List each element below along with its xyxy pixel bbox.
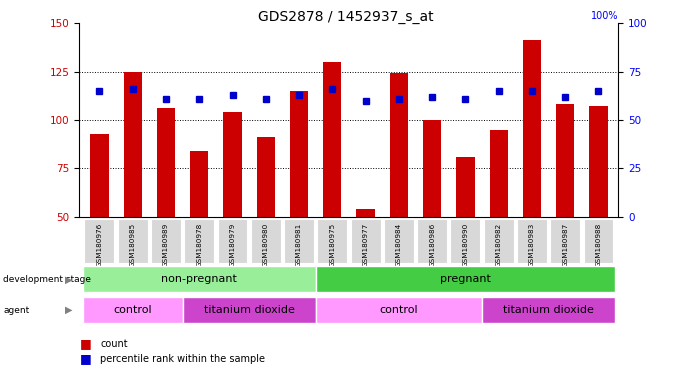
Text: 100%: 100% xyxy=(591,11,618,21)
Bar xyxy=(489,130,508,217)
Bar xyxy=(256,137,275,217)
Bar xyxy=(83,266,316,292)
Text: titanium dioxide: titanium dioxide xyxy=(204,305,294,314)
Bar xyxy=(284,219,314,263)
Text: titanium dioxide: titanium dioxide xyxy=(503,305,594,314)
Bar xyxy=(484,219,513,263)
Bar xyxy=(83,297,182,323)
Text: GSM180988: GSM180988 xyxy=(596,222,601,266)
Text: ▶: ▶ xyxy=(65,274,73,285)
Bar xyxy=(323,62,341,217)
Bar xyxy=(124,71,142,217)
Bar xyxy=(290,91,308,217)
Bar xyxy=(589,106,607,217)
Text: GSM180977: GSM180977 xyxy=(363,222,368,266)
Bar xyxy=(517,219,547,263)
Text: GSM180989: GSM180989 xyxy=(163,222,169,266)
Text: pregnant: pregnant xyxy=(440,274,491,284)
Text: GSM180976: GSM180976 xyxy=(97,222,102,266)
Bar xyxy=(384,219,414,263)
Text: agent: agent xyxy=(3,306,30,314)
Text: GSM180981: GSM180981 xyxy=(296,222,302,266)
Bar xyxy=(390,73,408,217)
Bar xyxy=(157,108,175,217)
Text: ■: ■ xyxy=(79,353,91,366)
Text: GSM180987: GSM180987 xyxy=(562,222,568,266)
Bar xyxy=(91,134,108,217)
Text: GSM180978: GSM180978 xyxy=(196,222,202,266)
Bar xyxy=(456,157,475,217)
Text: non-pregnant: non-pregnant xyxy=(161,274,237,284)
Bar xyxy=(423,120,442,217)
Bar xyxy=(583,219,614,263)
Text: GSM180975: GSM180975 xyxy=(330,222,335,266)
Text: GDS2878 / 1452937_s_at: GDS2878 / 1452937_s_at xyxy=(258,10,433,23)
Bar xyxy=(84,219,115,263)
Text: control: control xyxy=(379,305,418,314)
Bar xyxy=(417,219,447,263)
Bar xyxy=(350,219,381,263)
Bar xyxy=(151,219,181,263)
Bar xyxy=(317,219,348,263)
Text: GSM180986: GSM180986 xyxy=(429,222,435,266)
Bar xyxy=(482,297,615,323)
Bar xyxy=(316,297,482,323)
Text: GSM180985: GSM180985 xyxy=(130,222,135,266)
Bar xyxy=(184,219,214,263)
Text: count: count xyxy=(100,339,128,349)
Bar xyxy=(218,219,247,263)
Text: control: control xyxy=(113,305,152,314)
Text: percentile rank within the sample: percentile rank within the sample xyxy=(100,354,265,364)
Bar xyxy=(556,104,574,217)
Bar xyxy=(523,40,541,217)
Bar xyxy=(251,219,281,263)
Text: ■: ■ xyxy=(79,337,91,350)
Text: GSM180979: GSM180979 xyxy=(229,222,236,266)
Bar xyxy=(117,219,148,263)
Bar xyxy=(223,112,242,217)
Text: GSM180983: GSM180983 xyxy=(529,222,535,266)
Bar xyxy=(550,219,580,263)
Bar xyxy=(451,219,480,263)
Bar xyxy=(316,266,615,292)
Text: GSM180984: GSM180984 xyxy=(396,222,402,266)
Text: GSM180982: GSM180982 xyxy=(495,222,502,266)
Bar xyxy=(357,209,375,217)
Text: GSM180990: GSM180990 xyxy=(462,222,468,266)
Bar xyxy=(182,297,316,323)
Bar xyxy=(190,151,209,217)
Text: GSM180980: GSM180980 xyxy=(263,222,269,266)
Text: ▶: ▶ xyxy=(65,305,73,315)
Text: development stage: development stage xyxy=(3,275,91,284)
